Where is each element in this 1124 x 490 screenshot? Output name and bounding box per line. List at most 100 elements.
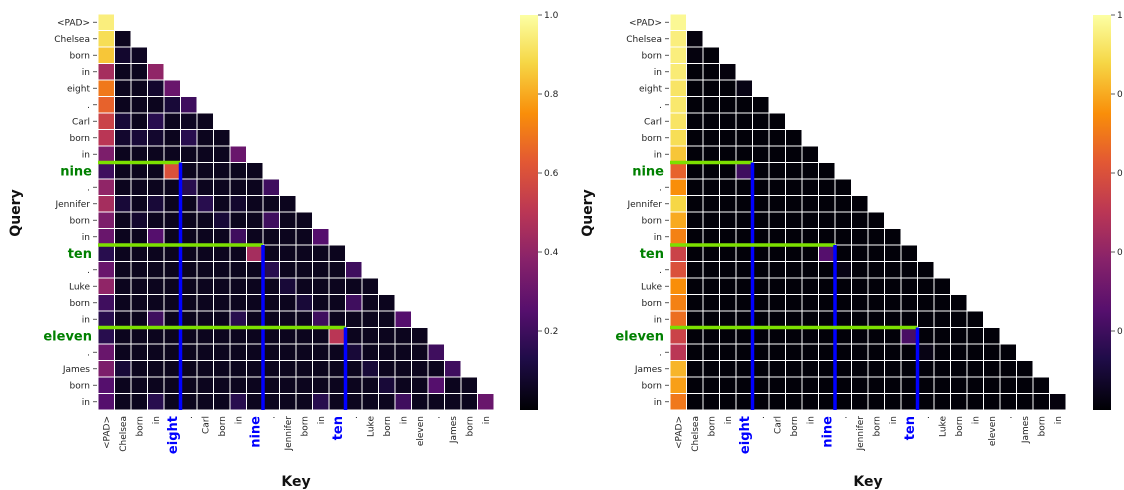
query-tick-13: in (654, 233, 662, 243)
key-tick-5: . (757, 416, 767, 419)
cell-q15-k14 (328, 261, 346, 279)
cell-q15-k9 (246, 261, 264, 279)
cell-q13-k0 (669, 228, 687, 246)
cell-q9-k4 (735, 162, 753, 180)
cell-q16-k2 (130, 277, 148, 295)
cell-q9-k8 (801, 162, 819, 180)
key-tick-15: . (350, 416, 360, 419)
cell-q14-k0 (669, 244, 687, 262)
cell-q16-k8 (801, 277, 819, 295)
cell-q23-k7 (785, 393, 803, 411)
cell-q18-k12 (295, 310, 313, 328)
cell-q20-k7 (213, 343, 231, 361)
key-tick-7: born (790, 416, 800, 436)
cell-q12-k3 (719, 211, 737, 229)
cell-q13-k11 (279, 228, 297, 246)
cell-q17-k14 (328, 294, 346, 312)
cell-q15-k9 (818, 261, 836, 279)
key-tick-13: in (889, 416, 899, 424)
query-tick-7: born (642, 134, 662, 144)
cell-q22-k0 (97, 376, 115, 394)
cell-q21-k0 (97, 360, 115, 378)
cell-q15-k6 (196, 261, 214, 279)
cell-q11-k4 (163, 195, 181, 213)
query-tick-14: ten (640, 247, 664, 262)
cell-q13-k6 (768, 228, 786, 246)
cell-q12-k8 (229, 211, 247, 229)
cell-q8-k3 (147, 145, 165, 163)
cell-q20-k1 (114, 343, 132, 361)
cell-q12-k6 (768, 211, 786, 229)
cell-q21-k6 (768, 360, 786, 378)
cell-q17-k7 (785, 294, 803, 312)
cell-q19-k18 (394, 327, 412, 345)
cell-q22-k2 (130, 376, 148, 394)
cell-q19-k13 (312, 327, 330, 345)
cell-q7-k3 (719, 129, 737, 147)
cell-q21-k12 (295, 360, 313, 378)
cell-q21-k16 (361, 360, 379, 378)
query-tick-17: born (70, 299, 90, 309)
cell-q16-k6 (768, 277, 786, 295)
query-tick-17: born (642, 299, 662, 309)
query-tick-19: eleven (43, 329, 92, 344)
colorbar-gradient (1093, 15, 1111, 410)
cell-q8-k8 (229, 145, 247, 163)
cell-q18-k18 (394, 310, 412, 328)
colorbar-tick-label-0: 0 (1117, 327, 1123, 337)
cell-q22-k13 (312, 376, 330, 394)
cell-q18-k10 (834, 310, 852, 328)
cell-q16-k13 (884, 277, 902, 295)
query-tick-22: born (642, 381, 662, 391)
key-tick-3: in (152, 416, 162, 424)
cell-q11-k11 (851, 195, 869, 213)
key-tick-15: . (922, 416, 932, 419)
cell-q19-k4 (163, 327, 181, 345)
key-tick-11: Jennifer (856, 416, 866, 452)
query-tick-13: in (82, 233, 90, 243)
cell-q20-k0 (669, 343, 687, 361)
cell-q22-k3 (147, 376, 165, 394)
cell-q10-k0 (669, 178, 687, 196)
key-tick-12: born (300, 416, 310, 436)
cell-q17-k2 (130, 294, 148, 312)
cell-q16-k6 (196, 277, 214, 295)
cell-q17-k3 (147, 294, 165, 312)
heatmap-panel-right: <PAD>Chelseabornineight.Carlborninnine.J… (580, 11, 1123, 490)
cell-q13-k4 (735, 228, 753, 246)
cell-q5-k2 (130, 96, 148, 114)
cell-q21-k17 (378, 360, 396, 378)
cell-q11-k8 (801, 195, 819, 213)
cell-q15-k11 (279, 261, 297, 279)
x-axis-title: Key (853, 474, 882, 490)
cell-q14-k5 (752, 244, 770, 262)
cell-q10-k7 (213, 178, 231, 196)
cell-q23-k8 (801, 393, 819, 411)
cell-q17-k0 (669, 294, 687, 312)
cell-q16-k8 (229, 277, 247, 295)
cell-q20-k17 (950, 343, 968, 361)
cell-q14-k6 (196, 244, 214, 262)
cell-q22-k7 (785, 376, 803, 394)
cell-q23-k6 (196, 393, 214, 411)
query-tick-1: Chelsea (54, 35, 90, 45)
cell-q9-k5 (180, 162, 198, 180)
cell-q8-k1 (114, 145, 132, 163)
cell-q23-k9 (818, 393, 836, 411)
cell-q22-k18 (394, 376, 412, 394)
cell-q19-k17 (378, 327, 396, 345)
cell-q19-k12 (867, 327, 885, 345)
cell-q23-k22 (460, 393, 478, 411)
cell-q23-k23 (477, 393, 495, 411)
key-tick-13: in (317, 416, 327, 424)
cell-q15-k4 (163, 261, 181, 279)
cell-q23-k13 (312, 393, 330, 411)
cell-q17-k15 (345, 294, 363, 312)
query-tick-21: James (62, 365, 90, 375)
cell-q13-k11 (851, 228, 869, 246)
cell-q18-k13 (312, 310, 330, 328)
query-tick-labels: <PAD> Chelsea born in eight. Carl born in nine. J… (43, 18, 97, 408)
key-tick-22: born (465, 416, 475, 436)
cell-q22-k11 (851, 376, 869, 394)
cell-q22-k9 (246, 376, 264, 394)
